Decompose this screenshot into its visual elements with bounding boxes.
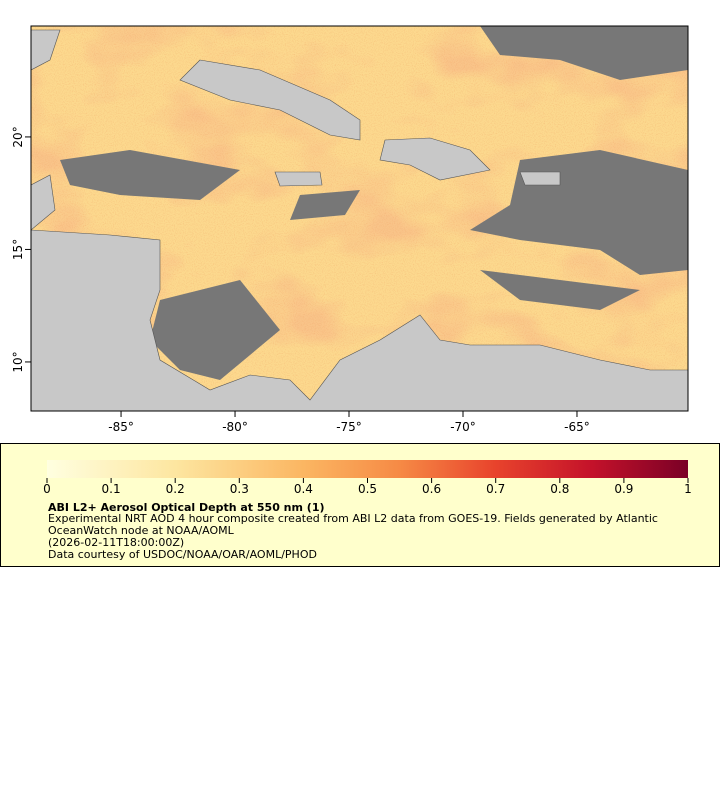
- legend-description: (2026-02-11T18:00:00Z): [48, 536, 184, 549]
- colorbar-tick-label: 1: [684, 482, 692, 496]
- map-frame: [30, 25, 689, 412]
- legend-description: Experimental NRT AOD 4 hour composite cr…: [48, 512, 658, 525]
- map-area: [31, 26, 688, 411]
- legend-description: OceanWatch node at NOAA/AOML: [48, 524, 235, 537]
- colorbar-tick-label: 0.9: [614, 482, 633, 496]
- colorbar-tick-label: 0: [43, 482, 51, 496]
- colorbar-tick-label: 0.6: [422, 482, 441, 496]
- colorbar-tick-label: 0.4: [294, 482, 313, 496]
- colorbar-tick-label: 0.8: [550, 482, 569, 496]
- x-tick-label: -65°: [564, 420, 590, 434]
- colorbar-tick-label: 0.2: [166, 482, 185, 496]
- y-tick-label: 10°: [11, 351, 25, 372]
- cloud-mask: [60, 26, 688, 380]
- colorbar-tick-label: 0.3: [230, 482, 249, 496]
- x-tick-label: -85°: [108, 420, 134, 434]
- x-tick-label: -75°: [336, 420, 362, 434]
- y-tick-label: 20°: [11, 126, 25, 147]
- colorbar-tick-label: 0.5: [358, 482, 377, 496]
- colorbar-tick-label: 0.1: [102, 482, 121, 496]
- x-tick-label: -80°: [222, 420, 248, 434]
- colorbar-tick-label: 0.7: [486, 482, 505, 496]
- legend-title: ABI L2+ Aerosol Optical Depth at 550 nm …: [48, 501, 325, 514]
- y-tick-label: 15°: [11, 239, 25, 260]
- colorbar: [47, 460, 688, 478]
- legend-description: Data courtesy of USDOC/NOAA/OAR/AOML/PHO…: [48, 548, 317, 561]
- x-tick-label: -70°: [450, 420, 476, 434]
- land: [31, 29, 688, 411]
